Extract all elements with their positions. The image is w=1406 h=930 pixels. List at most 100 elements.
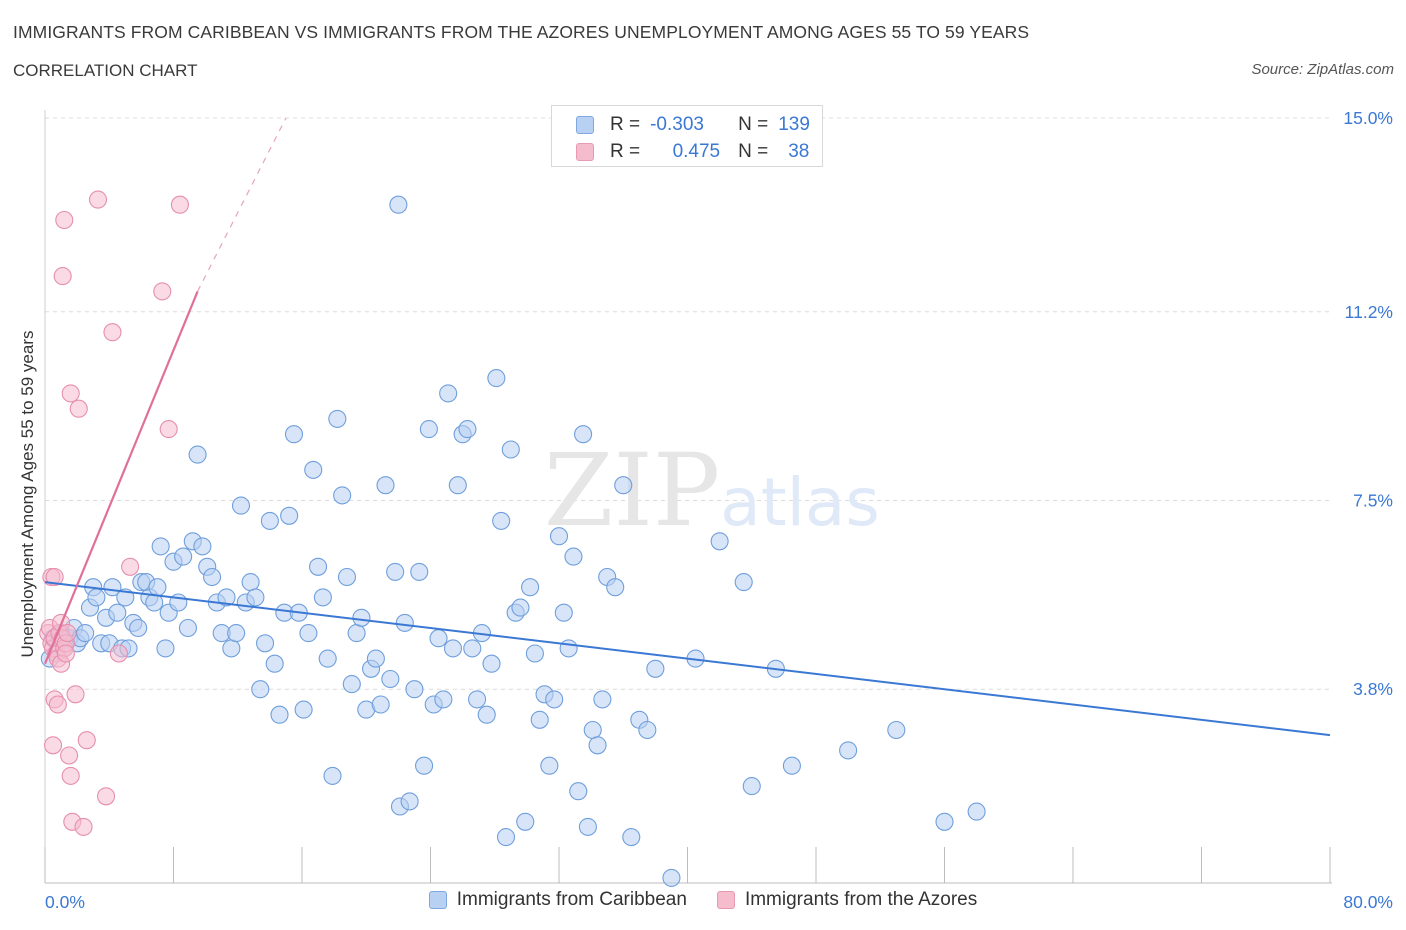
caribbean-point-131	[734, 573, 753, 592]
caribbean-point-87	[434, 690, 453, 709]
azores-point-12	[58, 624, 77, 643]
caribbean-point-130	[710, 532, 729, 551]
caribbean-point-27	[148, 578, 167, 597]
watermark-zip: ZIP	[544, 432, 720, 549]
caribbean-point-100	[496, 828, 516, 847]
caribbean-point-61	[309, 557, 328, 576]
azores-point-22	[96, 787, 116, 806]
caribbean-point-22	[129, 618, 148, 638]
caribbean-point-118	[583, 720, 602, 740]
caribbean-point-111	[549, 527, 569, 546]
y-tick-label-2: 11.2%	[1345, 302, 1393, 322]
caribbean-point-28	[151, 537, 170, 556]
caribbean-point-94	[468, 690, 487, 709]
caribbean-point-68	[342, 675, 361, 694]
caribbean-point-76	[381, 669, 400, 689]
azores-point-37	[56, 644, 75, 663]
caribbean-point-104	[516, 812, 535, 831]
azores-legend-swatch	[716, 891, 735, 909]
caribbean-point-65	[328, 409, 347, 428]
caribbean-point-12	[87, 588, 106, 607]
chart-legend: Immigrants from Caribbean Immigrants fro…	[0, 889, 1406, 911]
azores-point-17	[60, 746, 79, 765]
caribbean-point-116	[574, 425, 593, 444]
azores-point-20	[74, 817, 93, 836]
caribbean-point-67	[337, 567, 357, 587]
azores-trend-extension	[197, 117, 287, 292]
caribbean-point-99	[492, 511, 511, 530]
caribbean-swatch	[576, 116, 594, 134]
caribbean-point-77	[386, 562, 405, 581]
azores-point-27	[153, 282, 172, 301]
caribbean-point-55	[280, 506, 299, 525]
source-credit: Source: ZipAtlas.com	[1251, 61, 1394, 78]
r-value: -0.303	[650, 114, 704, 135]
caribbean-point-63	[318, 649, 337, 668]
caribbean-point-60	[304, 460, 323, 479]
legend-item-caribbean[interactable]: Immigrants from Caribbean	[428, 889, 687, 911]
azores-swatch	[576, 143, 594, 161]
caribbean-point-49	[251, 680, 270, 699]
caribbean-trend-line	[44, 581, 1331, 737]
caribbean-point-97	[482, 654, 501, 673]
azores-point-15	[48, 695, 67, 714]
caribbean-point-137	[935, 812, 954, 831]
azores-point-23	[55, 210, 74, 230]
caribbean-legend-swatch	[428, 891, 447, 909]
watermark-atlas: atlas	[720, 464, 880, 541]
caribbean-point-59	[299, 624, 318, 643]
caribbean-point-117	[578, 817, 597, 836]
caribbean-point-62	[313, 588, 332, 607]
caribbean-point-92	[458, 420, 477, 439]
caribbean-point-134	[782, 756, 801, 775]
azores-point-30	[69, 399, 88, 418]
caribbean-point-112	[554, 603, 573, 622]
azores-point-33	[121, 557, 140, 576]
n-label: N =	[738, 114, 769, 135]
caribbean-point-43	[222, 639, 241, 658]
y-tick-label-1: 7.5%	[1353, 491, 1393, 511]
caribbean-point-44	[227, 624, 246, 643]
caribbean-point-66	[333, 486, 352, 505]
azores-point-26	[53, 267, 72, 286]
legend-item-azores[interactable]: Immigrants from the Azores	[716, 889, 978, 911]
caribbean-point-47	[241, 573, 260, 592]
y-tick-label-3: 15.0%	[1343, 108, 1393, 128]
azores-trend-line	[43, 290, 199, 665]
azores-point-28	[103, 323, 122, 342]
caribbean-point-34	[178, 618, 198, 638]
stats-box: R = -0.303 N = 139 R = 0.475 N = 38	[551, 105, 823, 167]
caribbean-point-64	[323, 766, 342, 785]
caribbean-point-75	[376, 476, 395, 495]
chart-subtitle: CORRELATION CHART	[13, 61, 198, 80]
caribbean-point-39	[203, 567, 222, 587]
y-axis-label: Unemployment Among Ages 55 to 59 years	[18, 331, 37, 658]
caribbean-point-109	[540, 756, 559, 775]
stats-row-azores: R = 0.475 N = 38	[576, 139, 809, 165]
caribbean-point-105	[521, 578, 540, 597]
caribbean-point-37	[193, 537, 212, 556]
legend-label: Immigrants from the Azores	[744, 889, 978, 910]
azores-point-21	[77, 731, 96, 750]
caribbean-point-45	[231, 496, 251, 515]
caribbean-point-56	[284, 425, 304, 444]
tick-labels: 3.8% 7.5% 11.2% 15.0% 0.0% 80.0%	[45, 108, 1393, 912]
caribbean-point-90	[448, 476, 467, 495]
caribbean-point-51	[260, 511, 279, 530]
data-points	[39, 190, 986, 887]
azores-point-25	[170, 195, 189, 214]
caribbean-point-69	[347, 624, 366, 643]
caribbean-point-107	[530, 710, 549, 729]
caribbean-point-88	[439, 384, 458, 403]
caribbean-point-114	[564, 547, 583, 566]
caribbean-point-86	[429, 629, 448, 648]
n-value: 38	[788, 141, 810, 162]
caribbean-point-84	[419, 420, 438, 439]
caribbean-point-9	[76, 624, 95, 643]
trend-lines	[43, 117, 1331, 737]
y-tick-label-0: 3.8%	[1353, 679, 1393, 699]
caribbean-point-81	[405, 680, 424, 699]
caribbean-point-42	[217, 588, 236, 607]
caribbean-point-123	[614, 476, 633, 495]
r-label: R =	[610, 114, 641, 135]
